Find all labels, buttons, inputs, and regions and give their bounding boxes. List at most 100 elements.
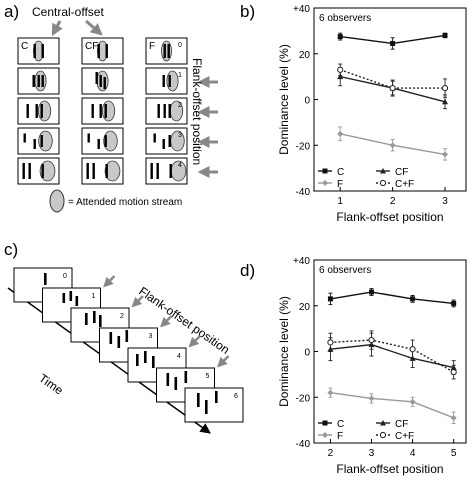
frame-bar (166, 373, 170, 386)
legend-marker (380, 420, 386, 426)
data-point (389, 84, 396, 92)
stimulus-bar (156, 163, 159, 179)
data-point (441, 84, 449, 92)
central-offset-label: Central-offset (32, 5, 104, 19)
attended-stream-ellipse (37, 100, 52, 122)
flank-offset-frame-arrow (131, 295, 144, 308)
y-tick-label: -40 (296, 187, 311, 198)
data-point (389, 142, 396, 149)
stimulus-bar (23, 133, 26, 143)
stimulus-bar (91, 104, 94, 118)
frame-bar (197, 393, 200, 407)
frame-bar (152, 356, 155, 368)
series-line (330, 343, 454, 369)
x-tick-label: 2 (328, 448, 334, 459)
flank-offset-frame-arrow (217, 355, 230, 368)
series-line (330, 391, 454, 419)
attended-stream-ellipse (96, 70, 109, 92)
stimulus-bar (33, 139, 36, 149)
y-axis-label: Dominance level (%) (277, 296, 291, 407)
legend-marker (322, 180, 328, 186)
frame-number: 2 (120, 313, 124, 320)
x-tick-label: 2 (390, 196, 396, 207)
frame-bar (184, 371, 188, 383)
legend-label: CF (395, 419, 408, 430)
stimulus-bar (169, 164, 172, 178)
data-point (327, 339, 334, 346)
frame-sequence: 0 1 2 3 4 5 6 (13, 267, 244, 423)
x-tick-label: 5 (451, 448, 457, 459)
stimulus-bar (103, 77, 106, 89)
data-point (337, 34, 343, 40)
stimulus-bar (105, 164, 108, 178)
legend-label: F (337, 431, 343, 442)
stimulus-bar (153, 133, 156, 143)
legend-label: C+F (395, 431, 414, 442)
data-point (368, 395, 375, 402)
panel-d: d) -40 -20 0 20 +40 2 3 4 5 Flank-offset position… (240, 256, 467, 476)
legend-label: F (337, 179, 343, 190)
time-frame (184, 387, 244, 423)
data-point (450, 414, 457, 421)
stimulus-bar (40, 135, 43, 147)
legend-label: C (337, 419, 344, 430)
legend-label: CF (395, 167, 408, 178)
chart-d: -40 -20 0 20 +40 2 3 4 5 Flank-offset position Dom… (277, 256, 467, 476)
stimulus-bar (33, 44, 36, 58)
legend-marker (322, 168, 328, 174)
frame-number: 0 (63, 273, 67, 280)
stimulus-bar (95, 72, 98, 84)
frame-bar (109, 332, 113, 344)
x-axis-label: Flank-offset position (336, 210, 443, 224)
stimulus-bar (22, 163, 25, 179)
observers-annotation: 6 observers (319, 265, 371, 276)
y-tick-label: +40 (293, 256, 310, 267)
row-number: 3 (178, 132, 182, 139)
observers-annotation: 6 observers (319, 13, 371, 24)
chart-b: -40 -20 0 20 +40 1 2 3 Flank-offset position Domi… (277, 4, 467, 224)
y-tick-label: +40 (293, 4, 310, 15)
row-number: 1 (178, 72, 182, 79)
series-cf (327, 332, 457, 375)
stimulus-bar (105, 44, 108, 58)
frame-number: 1 (92, 293, 96, 300)
stimulus-bar (163, 44, 166, 58)
stimulus-bar (157, 104, 160, 118)
stimulus-bar (35, 104, 38, 118)
frame-bar (69, 291, 73, 301)
y-tick-label: -20 (296, 393, 311, 404)
data-point (451, 300, 457, 306)
data-point (327, 296, 333, 302)
stimulus-bar (92, 163, 95, 179)
y-tick-label: 0 (304, 96, 310, 107)
flank-offset-side-label: Flank-offset position (190, 58, 204, 165)
data-point (450, 368, 457, 376)
y-tick-label: -40 (296, 439, 311, 450)
x-axis-label: Flank-offset position (336, 462, 443, 476)
panel-a-label: a) (4, 2, 19, 21)
data-point (442, 151, 449, 158)
frame-bar (44, 273, 47, 285)
stimulus-bar (104, 104, 107, 118)
legend-marker (322, 420, 328, 426)
legend-marker (380, 168, 386, 174)
stimulus-bar (99, 104, 102, 118)
stimulus-bar (99, 75, 102, 87)
data-point (442, 98, 449, 105)
frame-number: 6 (234, 393, 238, 400)
y-tick-label: 20 (299, 50, 311, 61)
stimulus-bar (168, 75, 171, 87)
attended-stream-ellipse (161, 40, 172, 62)
flank-offset-frame-arrow (160, 315, 173, 328)
stimulus-bar (168, 135, 171, 147)
y-tick-label: -20 (296, 141, 311, 152)
stimulus-bar (41, 75, 44, 87)
central-offset-arrow-right (85, 19, 103, 36)
frame-bar (62, 293, 66, 303)
data-point (368, 336, 375, 344)
time-label: Time (36, 371, 66, 398)
frame-bar (99, 315, 102, 327)
series-c (327, 288, 457, 308)
